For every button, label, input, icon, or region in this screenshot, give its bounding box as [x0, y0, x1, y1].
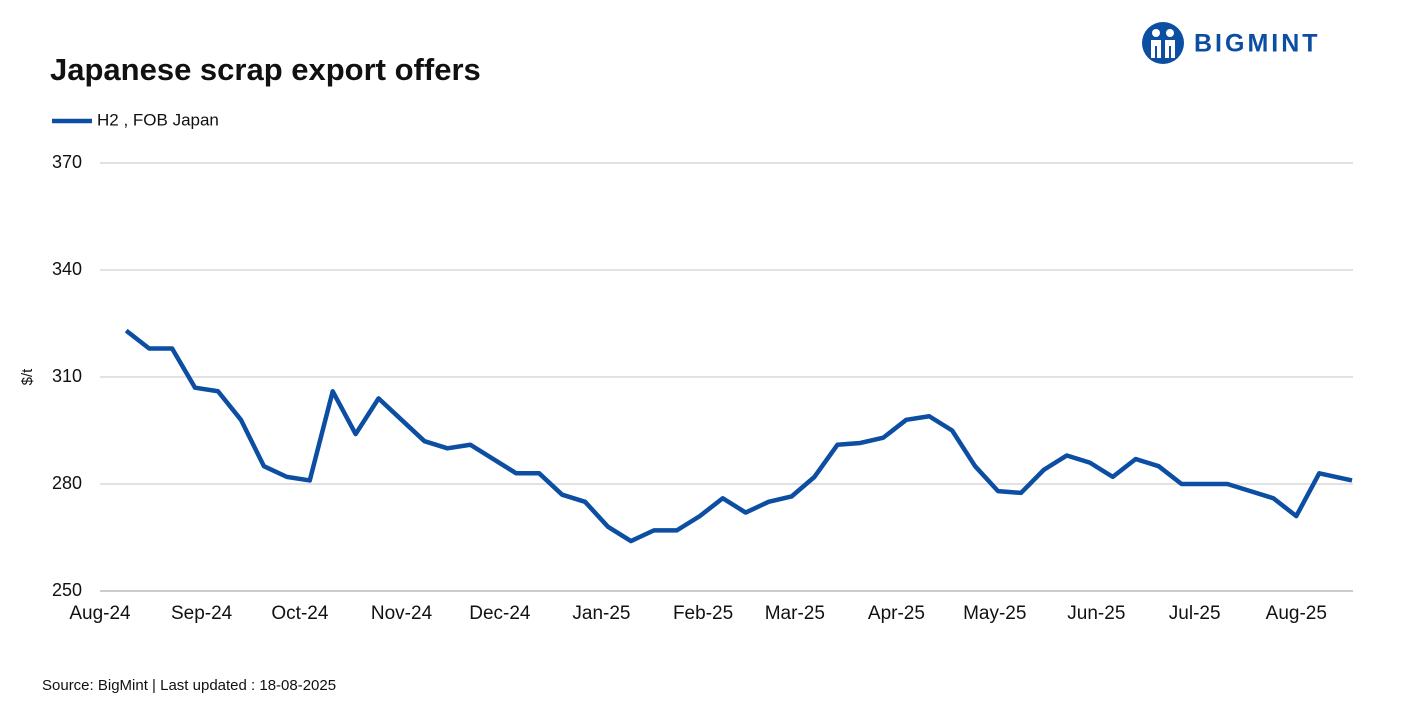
- x-tick-label: Feb-25: [673, 603, 733, 624]
- y-axis-label: $/t: [19, 368, 36, 386]
- chart-title: Japanese scrap export offers: [50, 52, 481, 87]
- x-tick-label: Nov-24: [371, 603, 433, 624]
- legend-label: H2 , FOB Japan: [97, 110, 219, 129]
- x-tick-label: Mar-25: [765, 603, 825, 624]
- brand: BIGMINT: [1194, 30, 1321, 58]
- x-tick-label: Jun-25: [1067, 603, 1125, 624]
- x-tick-label: Jan-25: [572, 603, 630, 624]
- x-tick-label: Jul-25: [1169, 603, 1221, 624]
- x-tick-label: Sep-24: [171, 603, 233, 624]
- source-note: Source: BigMint | Last updated : 18-08-2…: [42, 677, 336, 694]
- y-tick-label: 310: [52, 366, 82, 386]
- y-tick-label: 250: [52, 580, 82, 600]
- x-tick-label: Apr-25: [868, 603, 925, 624]
- series-line: [124, 328, 1353, 544]
- x-tick-label: Oct-24: [271, 603, 328, 624]
- x-tick-label: Dec-24: [469, 603, 531, 624]
- x-tick-label: Aug-25: [1266, 603, 1327, 624]
- x-tick-label: Aug-24: [69, 603, 131, 624]
- x-tick-label: May-25: [963, 603, 1026, 624]
- y-tick-label: 370: [52, 152, 82, 172]
- logo-icon: [1142, 22, 1184, 64]
- y-tick-label: 280: [52, 473, 82, 493]
- y-tick-label: 340: [52, 259, 82, 279]
